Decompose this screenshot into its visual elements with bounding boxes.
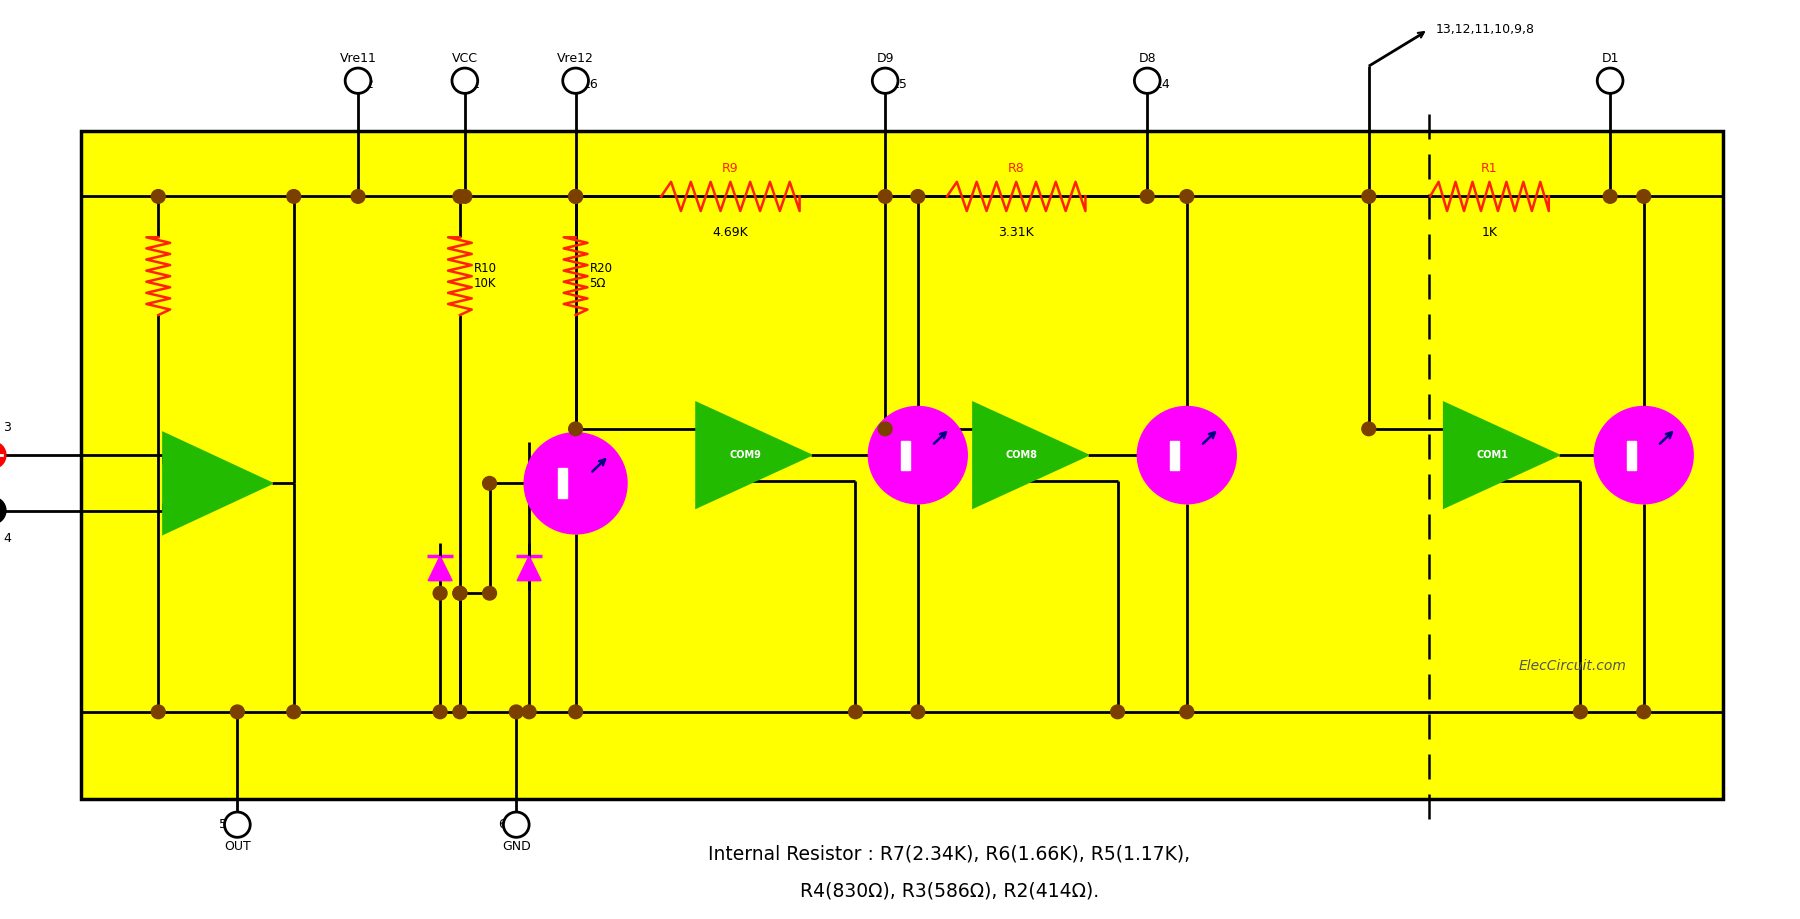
Circle shape bbox=[524, 433, 626, 534]
Text: 16: 16 bbox=[583, 78, 598, 91]
Text: 7: 7 bbox=[1616, 78, 1625, 91]
Circle shape bbox=[434, 705, 446, 719]
Circle shape bbox=[482, 477, 497, 490]
Circle shape bbox=[454, 586, 466, 600]
Circle shape bbox=[1363, 422, 1375, 436]
Circle shape bbox=[434, 586, 446, 600]
Circle shape bbox=[1363, 189, 1375, 203]
Text: ElecCircuit.com: ElecCircuit.com bbox=[1519, 659, 1627, 673]
Circle shape bbox=[452, 68, 477, 94]
Bar bbox=[558, 468, 567, 498]
Circle shape bbox=[504, 812, 529, 837]
Text: VCC: VCC bbox=[452, 52, 477, 65]
Text: Vre11: Vre11 bbox=[340, 52, 376, 65]
Polygon shape bbox=[517, 556, 542, 581]
Circle shape bbox=[1604, 189, 1616, 203]
Text: R1: R1 bbox=[1481, 162, 1498, 175]
Circle shape bbox=[569, 705, 583, 719]
Circle shape bbox=[0, 497, 5, 524]
Circle shape bbox=[1111, 705, 1125, 719]
Text: 3: 3 bbox=[4, 421, 11, 434]
Text: 3.31K: 3.31K bbox=[999, 226, 1033, 239]
Polygon shape bbox=[428, 556, 452, 581]
Text: 1K: 1K bbox=[1481, 226, 1498, 239]
Text: COM9: COM9 bbox=[729, 450, 761, 460]
Circle shape bbox=[878, 189, 893, 203]
Polygon shape bbox=[974, 403, 1087, 507]
Circle shape bbox=[868, 406, 967, 504]
Circle shape bbox=[457, 189, 472, 203]
Circle shape bbox=[522, 705, 536, 719]
Text: R4(830Ω), R3(586Ω), R2(414Ω).: R4(830Ω), R3(586Ω), R2(414Ω). bbox=[799, 881, 1100, 901]
Circle shape bbox=[482, 586, 497, 600]
Polygon shape bbox=[164, 433, 272, 534]
Circle shape bbox=[225, 812, 250, 837]
Circle shape bbox=[1636, 705, 1651, 719]
Bar bbox=[902, 440, 909, 470]
Circle shape bbox=[509, 705, 524, 719]
Text: R20
5Ω: R20 5Ω bbox=[589, 262, 612, 290]
Text: 2: 2 bbox=[365, 78, 373, 91]
Circle shape bbox=[569, 422, 583, 436]
Circle shape bbox=[1179, 705, 1193, 719]
Text: D9: D9 bbox=[877, 52, 895, 65]
Text: 5: 5 bbox=[220, 818, 227, 831]
Circle shape bbox=[286, 189, 301, 203]
Text: Vre12: Vre12 bbox=[558, 52, 594, 65]
Text: OUT: OUT bbox=[223, 840, 250, 853]
Text: COM8: COM8 bbox=[1006, 450, 1039, 460]
Circle shape bbox=[563, 68, 589, 94]
Circle shape bbox=[911, 705, 925, 719]
Circle shape bbox=[1573, 705, 1588, 719]
Text: GND: GND bbox=[502, 840, 531, 853]
Text: R8: R8 bbox=[1008, 162, 1024, 175]
Circle shape bbox=[1141, 189, 1154, 203]
Circle shape bbox=[346, 68, 371, 94]
Circle shape bbox=[1597, 68, 1624, 94]
Text: COM1: COM1 bbox=[1476, 450, 1508, 460]
Bar bbox=[1627, 440, 1636, 470]
Circle shape bbox=[848, 705, 862, 719]
Circle shape bbox=[569, 189, 583, 203]
Text: 1: 1 bbox=[472, 78, 479, 91]
Polygon shape bbox=[1444, 403, 1559, 507]
Circle shape bbox=[0, 441, 5, 469]
Circle shape bbox=[1134, 68, 1161, 94]
Text: 15: 15 bbox=[893, 78, 907, 91]
Circle shape bbox=[151, 705, 166, 719]
Circle shape bbox=[454, 705, 466, 719]
Circle shape bbox=[230, 705, 245, 719]
Circle shape bbox=[878, 422, 893, 436]
Text: Internal Resistor : R7(2.34K), R6(1.66K), R5(1.17K),: Internal Resistor : R7(2.34K), R6(1.66K)… bbox=[709, 845, 1190, 863]
Circle shape bbox=[873, 68, 898, 94]
Text: 4.69K: 4.69K bbox=[713, 226, 749, 239]
Text: D8: D8 bbox=[1138, 52, 1156, 65]
Text: R9: R9 bbox=[722, 162, 738, 175]
Circle shape bbox=[1636, 189, 1651, 203]
Text: D1: D1 bbox=[1602, 52, 1618, 65]
Circle shape bbox=[151, 189, 166, 203]
Text: 4: 4 bbox=[4, 532, 11, 545]
Circle shape bbox=[351, 189, 365, 203]
Circle shape bbox=[1179, 189, 1193, 203]
Circle shape bbox=[454, 586, 466, 600]
Bar bbox=[1170, 440, 1179, 470]
Text: R10
10K: R10 10K bbox=[473, 262, 497, 290]
Circle shape bbox=[569, 189, 583, 203]
Bar bbox=[81, 131, 1723, 800]
Circle shape bbox=[911, 189, 925, 203]
Polygon shape bbox=[697, 403, 812, 507]
Circle shape bbox=[1595, 406, 1694, 504]
Text: 14: 14 bbox=[1154, 78, 1170, 91]
Text: 13,12,11,10,9,8: 13,12,11,10,9,8 bbox=[1436, 23, 1535, 36]
Circle shape bbox=[1138, 406, 1237, 504]
Circle shape bbox=[286, 705, 301, 719]
Circle shape bbox=[454, 189, 466, 203]
Text: 6: 6 bbox=[499, 818, 506, 831]
